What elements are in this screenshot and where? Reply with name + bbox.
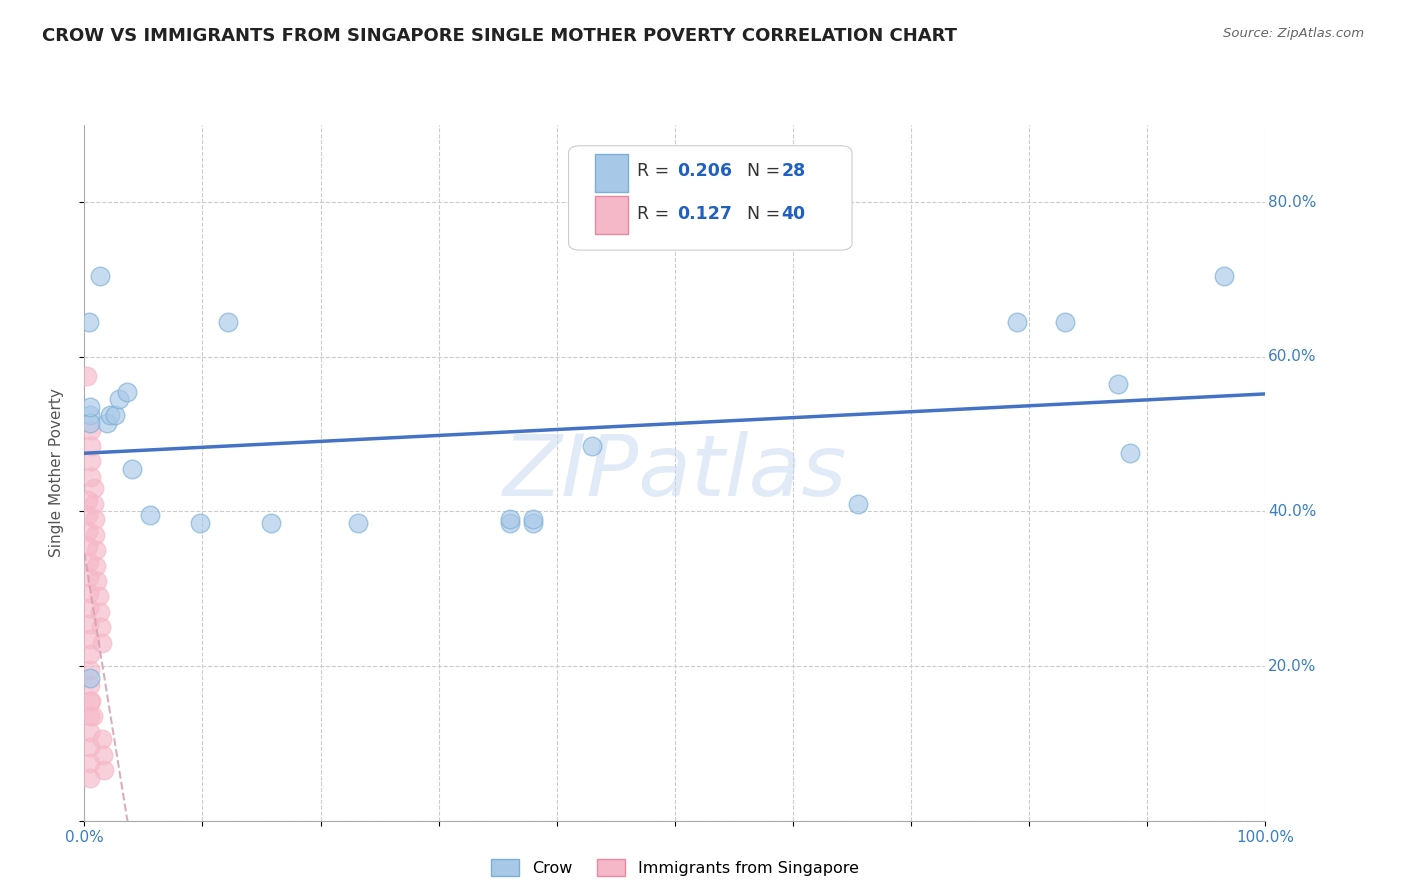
Text: ZIPatlas: ZIPatlas bbox=[503, 431, 846, 515]
Point bbox=[77, 508, 100, 523]
Point bbox=[76, 369, 98, 384]
Point bbox=[83, 481, 105, 495]
Text: 20.0%: 20.0% bbox=[1268, 658, 1316, 673]
Point bbox=[84, 543, 107, 558]
Point bbox=[79, 678, 101, 692]
FancyBboxPatch shape bbox=[568, 145, 852, 250]
Point bbox=[121, 462, 143, 476]
Text: 60.0%: 60.0% bbox=[1268, 350, 1316, 364]
Legend: Crow, Immigrants from Singapore: Crow, Immigrants from Singapore bbox=[484, 853, 866, 882]
Point bbox=[1213, 268, 1236, 283]
Point bbox=[79, 709, 101, 723]
Text: 28: 28 bbox=[782, 162, 806, 180]
Point bbox=[79, 771, 101, 785]
Point bbox=[80, 469, 103, 483]
Point bbox=[79, 648, 101, 662]
Point bbox=[79, 663, 101, 677]
FancyBboxPatch shape bbox=[595, 153, 627, 192]
Point bbox=[80, 694, 103, 708]
Text: R =: R = bbox=[637, 162, 675, 180]
Point bbox=[79, 740, 101, 755]
Point bbox=[846, 497, 869, 511]
Point bbox=[91, 636, 114, 650]
Text: Source: ZipAtlas.com: Source: ZipAtlas.com bbox=[1223, 27, 1364, 40]
Point bbox=[79, 400, 101, 414]
Point bbox=[77, 585, 100, 599]
Point bbox=[79, 694, 101, 708]
Point bbox=[77, 539, 100, 553]
Text: 80.0%: 80.0% bbox=[1268, 194, 1316, 210]
Point bbox=[87, 590, 110, 604]
Point bbox=[83, 497, 105, 511]
Point bbox=[79, 756, 101, 770]
Point bbox=[91, 747, 114, 762]
Text: CROW VS IMMIGRANTS FROM SINGAPORE SINGLE MOTHER POVERTY CORRELATION CHART: CROW VS IMMIGRANTS FROM SINGAPORE SINGLE… bbox=[42, 27, 957, 45]
Point bbox=[79, 408, 101, 422]
Point bbox=[98, 408, 121, 422]
Point bbox=[77, 570, 100, 584]
Point bbox=[77, 555, 100, 569]
Point bbox=[93, 764, 115, 778]
FancyBboxPatch shape bbox=[595, 196, 627, 235]
Point bbox=[80, 439, 103, 453]
Point bbox=[139, 508, 162, 523]
Point bbox=[260, 516, 283, 530]
Point bbox=[91, 732, 114, 747]
Point bbox=[522, 516, 544, 530]
Point bbox=[84, 527, 107, 541]
Point bbox=[77, 616, 100, 631]
Point bbox=[80, 454, 103, 468]
Text: N =: N = bbox=[737, 162, 786, 180]
Point bbox=[77, 524, 100, 538]
Point bbox=[1007, 315, 1029, 329]
Point bbox=[84, 512, 107, 526]
Point bbox=[107, 392, 129, 407]
Point bbox=[79, 671, 101, 685]
Point bbox=[79, 416, 101, 430]
Point bbox=[581, 439, 603, 453]
Point bbox=[522, 512, 544, 526]
Point bbox=[1107, 376, 1129, 391]
Point bbox=[77, 492, 100, 507]
Text: 40.0%: 40.0% bbox=[1268, 504, 1316, 519]
Point bbox=[347, 516, 370, 530]
Point bbox=[498, 512, 520, 526]
Y-axis label: Single Mother Poverty: Single Mother Poverty bbox=[49, 388, 63, 558]
Point bbox=[188, 516, 211, 530]
Point bbox=[80, 423, 103, 437]
Text: R =: R = bbox=[637, 204, 681, 223]
Point bbox=[79, 724, 101, 739]
Point bbox=[90, 620, 112, 634]
Point bbox=[115, 384, 138, 399]
Point bbox=[96, 416, 118, 430]
Point bbox=[86, 574, 108, 588]
Point bbox=[84, 558, 107, 573]
Point bbox=[1118, 446, 1140, 460]
Text: 40: 40 bbox=[782, 204, 806, 223]
Point bbox=[104, 408, 127, 422]
Text: N =: N = bbox=[737, 204, 786, 223]
Point bbox=[77, 601, 100, 615]
Point bbox=[217, 315, 239, 329]
Point bbox=[498, 516, 520, 530]
Point bbox=[77, 315, 100, 329]
Text: 0.206: 0.206 bbox=[678, 162, 733, 180]
Point bbox=[1053, 315, 1076, 329]
Point bbox=[89, 605, 111, 619]
Point bbox=[89, 268, 111, 283]
Text: 0.127: 0.127 bbox=[678, 204, 733, 223]
Point bbox=[79, 632, 101, 646]
Point bbox=[82, 709, 104, 723]
